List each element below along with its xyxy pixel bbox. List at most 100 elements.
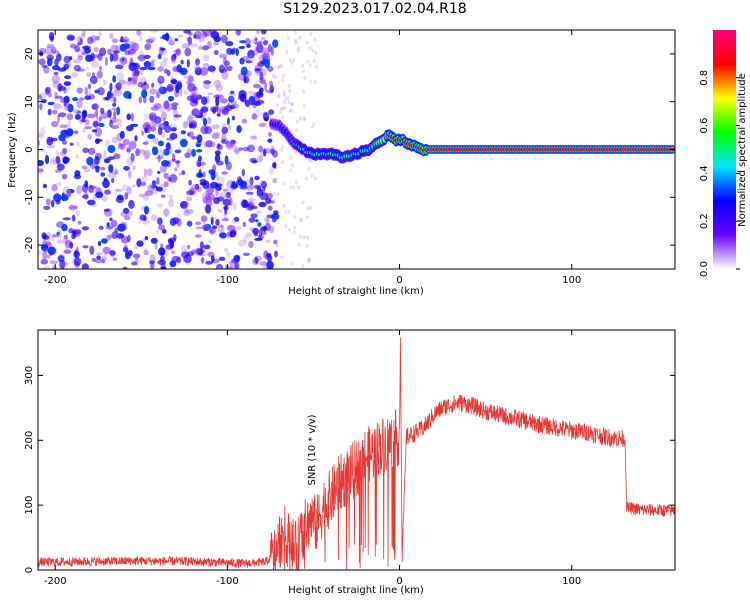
spectrogram-noise-cell: [279, 106, 283, 111]
spectrogram-noise-cell: [51, 234, 60, 238]
spectrogram-noise-cell: [44, 87, 49, 96]
spectrogram-noise-cell: [175, 48, 181, 56]
spectrogram-noise-cell: [74, 113, 81, 120]
spectrogram-noise-cell: [160, 148, 166, 154]
spectrogram-noise-cell: [204, 190, 208, 195]
colorbar-tick-label: 0.2: [699, 213, 710, 229]
spectrogram-noise-cell: [157, 75, 165, 85]
spectrogram-noise-cell: [272, 191, 276, 196]
spectrogram-noise-cell: [58, 112, 67, 118]
spectrogram-noise-cell: [81, 263, 89, 269]
spectrogram-noise-cell: [100, 107, 105, 115]
spectrogram-noise-cell: [157, 126, 163, 136]
spectrogram-noise-cell: [258, 54, 263, 63]
spectrogram-noise-cell: [228, 261, 233, 265]
spectrogram-noise-cell: [158, 140, 164, 147]
spectrogram-noise-cell: [254, 70, 261, 77]
spectrogram-noise-cell: [96, 70, 103, 79]
spectrogram-noise-cell: [201, 45, 209, 51]
spectrogram-noise-cell: [39, 103, 43, 110]
spectrogram-noise-cell: [76, 110, 82, 114]
spectrogram-noise-cell: [92, 186, 101, 194]
spectrogram-noise-cell: [237, 239, 247, 247]
spectrogram-noise-cell: [179, 138, 188, 148]
spectrogram-noise-cell: [267, 255, 273, 262]
snr-x-tick-label: 100: [562, 576, 581, 587]
spectrogram-noise-cell: [41, 245, 49, 249]
spectrogram-noise-cell: [122, 266, 128, 269]
spectrogram-noise-cell: [267, 138, 273, 143]
spectrogram-noise-cell: [174, 38, 179, 42]
spectrogram-noise-cell: [218, 64, 225, 74]
spectrogram-noise-cell: [52, 80, 60, 89]
spectrogram-noise-cell: [272, 145, 276, 150]
spectrogram-noise-cell: [287, 209, 291, 214]
spectrogram-noise-cell: [126, 148, 131, 153]
snr-x-tick-label: -100: [216, 576, 239, 587]
spectrogram-noise-cell: [94, 156, 100, 165]
spectrogram-noise-cell: [290, 163, 294, 168]
spectrogram-noise-cell: [187, 75, 194, 83]
spectrogram-x-tick-label: -200: [44, 275, 67, 286]
spectrogram-noise-cell: [166, 107, 171, 112]
spectrogram-noise-cell: [180, 201, 188, 209]
spectrogram-noise-cell: [160, 111, 167, 120]
spectrogram-noise-cell: [221, 132, 227, 141]
spectrogram-noise-cell: [278, 64, 282, 69]
spectrogram-noise-cell: [82, 194, 89, 199]
spectrogram-noise-cell: [116, 118, 123, 128]
spectrogram-noise-cell: [76, 141, 80, 147]
spectrogram-noise-cell: [254, 64, 263, 74]
spectrogram-noise-cell: [254, 184, 260, 189]
spectrogram-noise-cell: [151, 180, 157, 186]
spectrogram-noise-cell: [82, 127, 86, 134]
spectrogram-noise-cell: [75, 210, 81, 216]
spectrogram-y-tick-label: 10: [24, 95, 35, 108]
spectrogram-noise-cell: [139, 214, 146, 221]
spectrogram-noise-cell: [151, 125, 156, 132]
spectrogram-noise-cell: [193, 92, 200, 99]
spectrogram-noise-cell: [132, 184, 136, 188]
spectrogram-noise-cell: [301, 264, 305, 269]
spectrogram-noise-cell: [196, 149, 203, 153]
spectrogram-noise-cell: [311, 48, 315, 53]
snr-y-tick-label: 200: [24, 431, 35, 450]
spectrogram-noise-cell: [51, 199, 55, 208]
spectrogram-noise-cell: [224, 248, 229, 252]
spectrogram-noise-cell: [261, 36, 266, 41]
spectrogram-noise-cell: [202, 199, 208, 204]
spectrogram-noise-cell: [253, 232, 259, 237]
spectrogram-noise-cell: [262, 53, 271, 58]
spectrogram-noise-cell: [92, 54, 101, 59]
spectrogram-noise-cell: [110, 250, 115, 258]
spectrogram-noise-cell: [175, 160, 181, 164]
spectrogram-noise-cell: [172, 65, 178, 72]
spectrogram-noise-cell: [164, 124, 171, 133]
spectrogram-noise-cell: [213, 50, 219, 55]
spectrogram-noise-cell: [137, 81, 144, 88]
spectrogram-noise-cell: [283, 105, 287, 110]
spectrogram-noise-cell: [148, 112, 157, 121]
spectrogram-noise-cell: [246, 184, 254, 192]
spectrogram-noise-cell: [179, 87, 183, 97]
spectrogram-noise-cell: [292, 230, 296, 235]
spectrogram-noise-cell: [92, 129, 98, 133]
spectrogram-noise-cell: [257, 155, 264, 163]
spectrogram-noise-cell: [176, 81, 183, 90]
spectrogram-noise-cell: [73, 174, 82, 180]
spectrogram-noise-cell: [167, 176, 172, 182]
spectrogram-noise-cell: [251, 95, 261, 105]
spectrogram-noise-cell: [195, 221, 202, 226]
spectrogram-noise-cell: [123, 165, 130, 171]
spectrogram-noise-cell: [230, 100, 238, 106]
colorbar: [713, 30, 736, 269]
spectrogram-noise-cell: [248, 240, 254, 248]
spectrogram-noise-cell: [112, 75, 117, 83]
spectrogram-noise-cell: [244, 99, 251, 108]
spectrogram-noise-cell: [269, 84, 275, 93]
spectrogram-noise-cell: [166, 69, 171, 77]
spectrogram-noise-cell: [265, 192, 273, 199]
spectrogram-noise-cell: [256, 188, 264, 197]
spectrogram-noise-cell: [161, 183, 168, 187]
spectrogram-noise-cell: [191, 136, 199, 140]
